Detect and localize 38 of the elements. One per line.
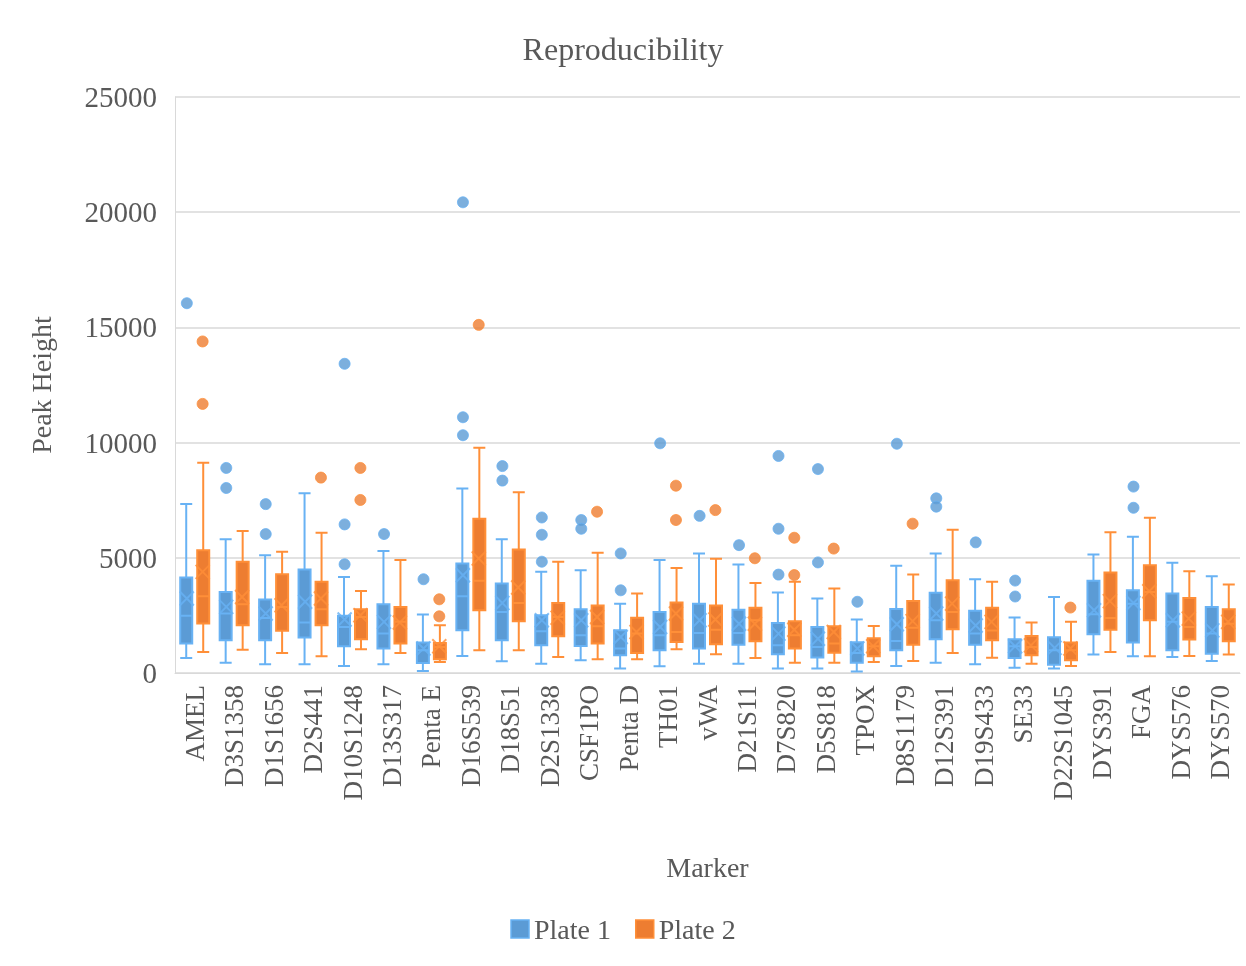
x-tick-label: D19S433 xyxy=(968,685,999,788)
x-tick-label: D18S51 xyxy=(495,685,526,774)
x-tick-label: D21S11 xyxy=(731,685,762,773)
chart-title: Reproducibility xyxy=(522,31,724,67)
x-tick-label: DYS576 xyxy=(1165,685,1196,780)
legend-label: Plate 1 xyxy=(534,913,612,945)
x-tick-label: D1S1656 xyxy=(258,685,289,788)
x-tick-label: SE33 xyxy=(1008,685,1039,744)
x-tick-label: vWA xyxy=(692,684,723,741)
x-tick-label: D3S1358 xyxy=(219,685,250,788)
x-tick-label: DYS570 xyxy=(1205,685,1236,780)
y-tick-label: 15000 xyxy=(84,311,157,344)
x-tick-label: D8S1179 xyxy=(889,685,920,787)
x-tick-label: D13S317 xyxy=(376,685,407,788)
x-tick-label: D16S539 xyxy=(455,685,486,788)
x-tick-label: D7S820 xyxy=(771,685,802,774)
x-tick-label: CSF1PO xyxy=(574,685,605,782)
x-tick-label: TH01 xyxy=(653,685,684,748)
x-tick-label: FGA xyxy=(1126,684,1157,740)
y-tick-label: 5000 xyxy=(99,541,157,574)
x-tick-label: DYS391 xyxy=(1086,685,1117,780)
x-tick-label: D22S1045 xyxy=(1047,685,1078,801)
x-tick-label: Penta E xyxy=(416,685,447,769)
x-tick-label: D2S1338 xyxy=(534,685,565,788)
x-tick-label: D5S818 xyxy=(810,685,841,774)
y-tick-label: 25000 xyxy=(84,81,157,113)
x-tick-label: D12S391 xyxy=(929,685,960,788)
x-axis-title: Marker xyxy=(666,851,750,883)
y-tick-label: 10000 xyxy=(84,426,157,459)
y-axis-title: Peak Height xyxy=(25,315,57,454)
x-tick-label: Penta D xyxy=(613,685,644,772)
legend-label: Plate 2 xyxy=(658,913,736,945)
x-tick-label: AMEL xyxy=(179,685,210,762)
x-tick-label: TPOX xyxy=(850,684,881,756)
y-tick-label: 0 xyxy=(142,657,157,689)
x-tick-label: D2S441 xyxy=(298,685,329,774)
y-tick-label: 20000 xyxy=(84,196,157,229)
x-tick-label: D10S1248 xyxy=(337,685,368,801)
